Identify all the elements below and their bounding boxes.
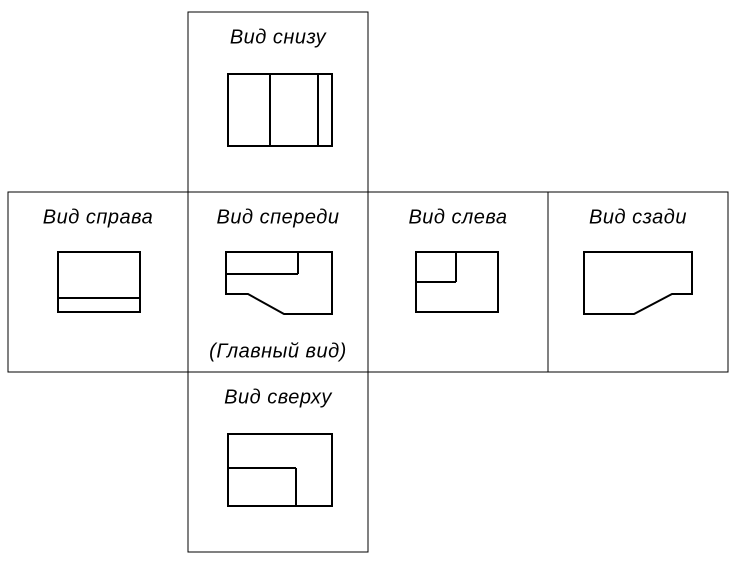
- top_view-shape: [228, 434, 332, 506]
- left_view-label: Вид слева: [408, 206, 507, 228]
- bottom_view-shape: [228, 74, 332, 146]
- front_view-label: Вид спереди: [217, 206, 340, 228]
- right_view-label: Вид справа: [43, 206, 153, 228]
- back_view-shape: [584, 252, 692, 314]
- bottom_view-label: Вид снизу: [230, 26, 327, 48]
- front_view-shape: [226, 252, 332, 314]
- back_view-label: Вид сзади: [589, 206, 687, 228]
- front_view-sublabel: (Главный вид): [209, 340, 347, 362]
- left_view-shape: [416, 252, 498, 312]
- top_view-label: Вид сверху: [224, 386, 332, 408]
- right_view-shape: [58, 252, 140, 312]
